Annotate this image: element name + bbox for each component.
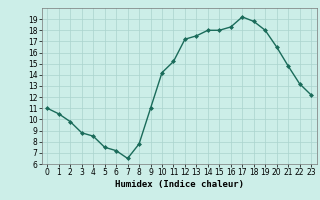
X-axis label: Humidex (Indice chaleur): Humidex (Indice chaleur) bbox=[115, 180, 244, 189]
